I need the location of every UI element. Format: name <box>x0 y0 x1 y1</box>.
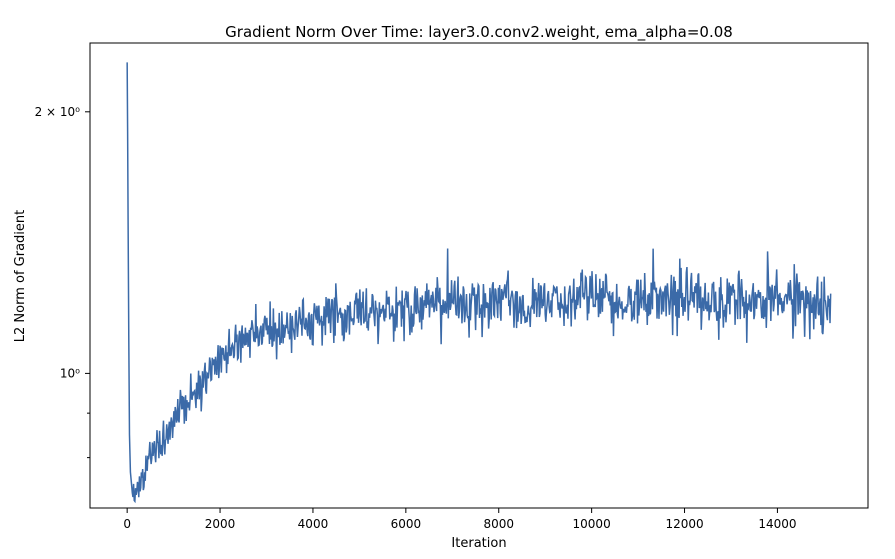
x-tick-label: 4000 <box>298 517 329 531</box>
y-tick-label: 10⁰ <box>60 366 80 380</box>
y-tick-label: 2 × 10⁰ <box>35 105 81 119</box>
chart-title: Gradient Norm Over Time: layer3.0.conv2.… <box>225 23 733 42</box>
x-tick-label: 2000 <box>205 517 236 531</box>
plot-layer <box>126 62 832 504</box>
x-tick-label: 0 <box>123 517 131 531</box>
plot-frame <box>89 42 869 509</box>
x-tick-label: 6000 <box>391 517 422 531</box>
x-tick-label: 8000 <box>483 517 514 531</box>
x-axis-label: Iteration <box>451 536 506 551</box>
series-line <box>126 62 832 504</box>
y-axis-label: L2 Norm of Gradient <box>13 210 28 342</box>
x-tick-label: 12000 <box>665 517 703 531</box>
y-axis-ticks: 10⁰ 2 × 10⁰ <box>35 105 90 459</box>
x-tick-label: 10000 <box>573 517 611 531</box>
x-tick-label: 14000 <box>758 517 796 531</box>
x-axis-ticks: 0 2000 4000 6000 8000 10000 12000 14000 <box>123 508 797 531</box>
plot-area <box>90 43 868 508</box>
